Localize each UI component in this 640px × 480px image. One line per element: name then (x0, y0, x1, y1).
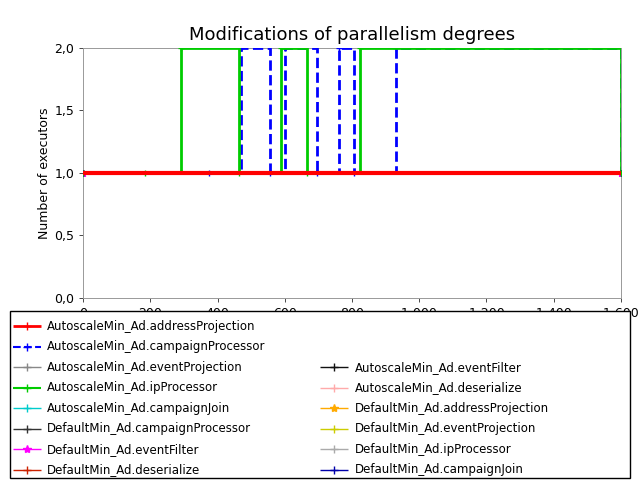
Title: Modifications of parallelism degrees: Modifications of parallelism degrees (189, 25, 515, 44)
Text: DefaultMin_Ad.eventFilter: DefaultMin_Ad.eventFilter (47, 443, 200, 456)
Text: AutoscaleMin_Ad.eventFilter: AutoscaleMin_Ad.eventFilter (355, 360, 522, 373)
FancyBboxPatch shape (10, 311, 630, 478)
Text: AutoscaleMin_Ad.campaignProcessor: AutoscaleMin_Ad.campaignProcessor (47, 340, 266, 353)
Y-axis label: Number of executors: Number of executors (38, 107, 51, 239)
Text: DefaultMin_Ad.campaignProcessor: DefaultMin_Ad.campaignProcessor (47, 422, 252, 435)
Text: DefaultMin_Ad.deserialize: DefaultMin_Ad.deserialize (47, 463, 200, 476)
Text: AutoscaleMin_Ad.eventProjection: AutoscaleMin_Ad.eventProjection (47, 360, 243, 373)
Text: AutoscaleMin_Ad.deserialize: AutoscaleMin_Ad.deserialize (355, 381, 522, 394)
Text: AutoscaleMin_Ad.ipProcessor: AutoscaleMin_Ad.ipProcessor (47, 381, 218, 394)
Text: DefaultMin_Ad.campaignJoin: DefaultMin_Ad.campaignJoin (355, 463, 524, 476)
Text: DefaultMin_Ad.ipProcessor: DefaultMin_Ad.ipProcessor (355, 443, 511, 456)
Text: DefaultMin_Ad.eventProjection: DefaultMin_Ad.eventProjection (355, 422, 536, 435)
X-axis label: timestamp (in s): timestamp (in s) (289, 325, 415, 340)
Text: AutoscaleMin_Ad.campaignJoin: AutoscaleMin_Ad.campaignJoin (47, 402, 230, 415)
Text: DefaultMin_Ad.addressProjection: DefaultMin_Ad.addressProjection (355, 402, 548, 415)
Text: AutoscaleMin_Ad.addressProjection: AutoscaleMin_Ad.addressProjection (47, 320, 255, 333)
